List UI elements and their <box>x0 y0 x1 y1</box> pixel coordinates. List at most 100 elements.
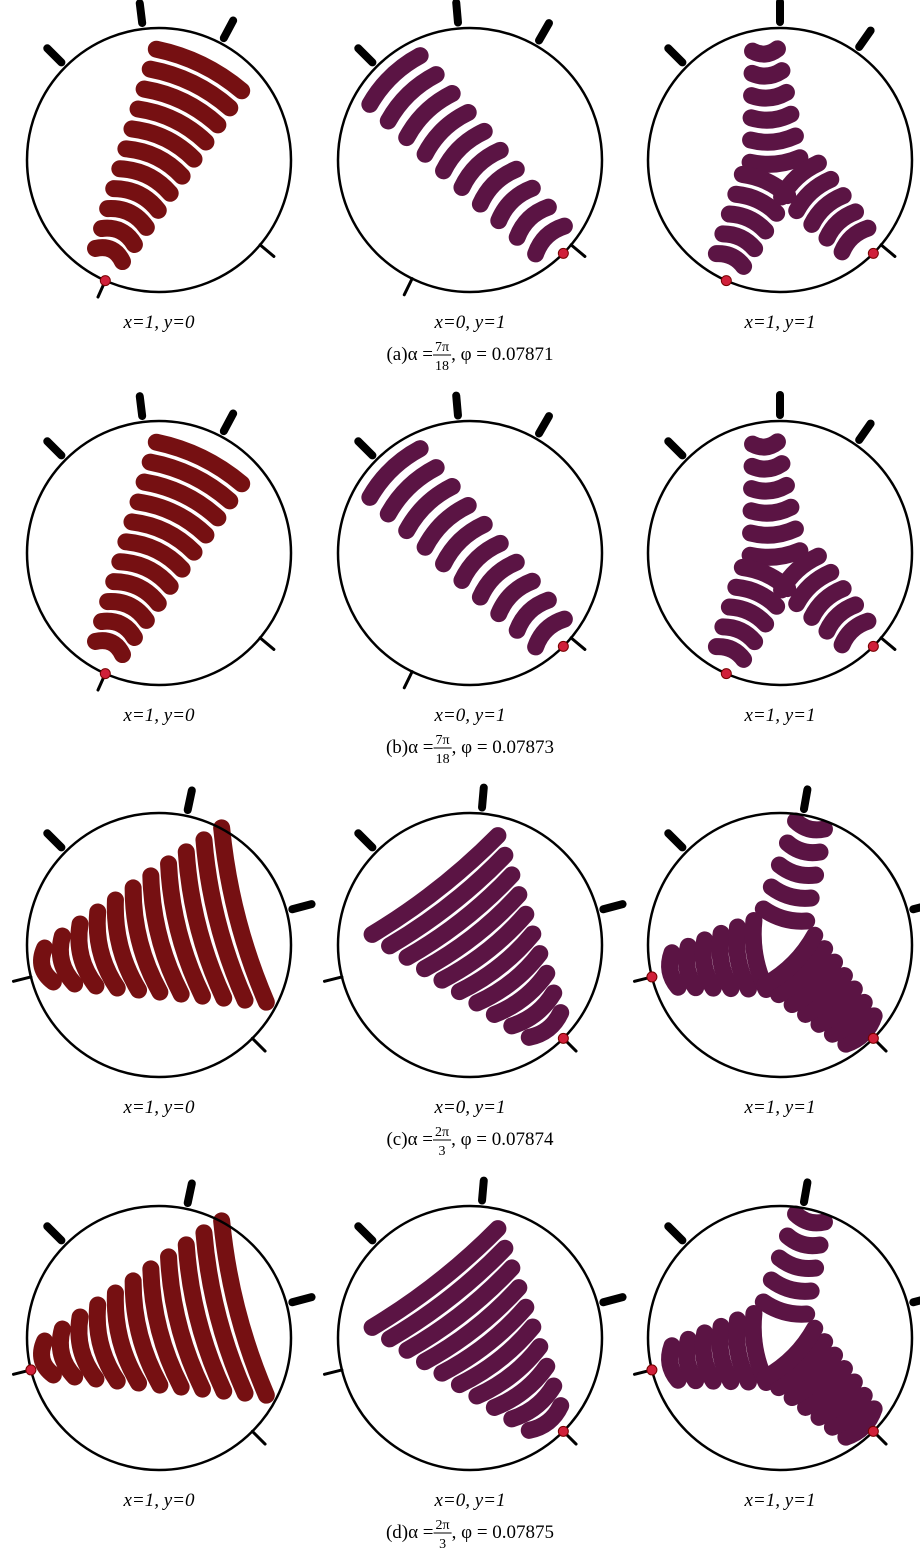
pattern-blob <box>773 547 827 599</box>
pattern-blob <box>33 1332 62 1384</box>
boundary-marker <box>219 409 238 436</box>
source-dot <box>646 1364 658 1376</box>
source-dot <box>99 275 111 287</box>
pattern-blob <box>93 219 143 253</box>
pattern-blob <box>485 1357 556 1416</box>
pattern-blob <box>743 62 791 85</box>
pattern-blob <box>810 980 863 1033</box>
pattern-blob <box>398 866 521 966</box>
pattern-blob <box>773 154 827 206</box>
domain-circle <box>25 811 293 1079</box>
domain-circle <box>646 419 914 687</box>
caption: (a)α = 7π 18, φ = 0.07871 <box>386 340 553 374</box>
pattern-blob <box>770 1333 834 1397</box>
pattern-blob <box>485 964 556 1023</box>
pattern-blob <box>195 1224 254 1402</box>
pattern-blob <box>728 1311 757 1391</box>
boundary-marker <box>354 1222 377 1245</box>
domain-circle <box>646 811 914 1079</box>
pattern-blob <box>135 80 227 134</box>
pattern-blob <box>450 1318 542 1394</box>
subplot <box>336 391 604 690</box>
pattern-blob <box>88 903 126 997</box>
boundary-marker <box>258 636 276 651</box>
subplot <box>322 783 627 1079</box>
pattern-blob <box>823 993 873 1043</box>
source-dot <box>557 247 569 259</box>
pattern-blob <box>741 149 809 173</box>
subplot <box>336 0 604 297</box>
pattern-blob <box>381 1239 514 1348</box>
pattern-blob <box>135 473 227 527</box>
boundary-marker <box>879 243 897 258</box>
pattern-blob <box>797 1360 853 1416</box>
caption: (b)α = 7π 18, φ = 0.07873 <box>386 733 554 767</box>
panel-label: x=0, y=1 <box>433 1490 505 1511</box>
source-dot <box>25 1364 37 1376</box>
pattern-blob <box>195 831 254 1009</box>
domain-circle <box>25 419 293 687</box>
pattern-blob <box>363 1220 507 1336</box>
pattern-blob <box>694 1324 722 1390</box>
boundary-marker <box>664 829 687 852</box>
boundary-marker <box>354 437 377 460</box>
boundary-marker <box>909 903 920 914</box>
boundary-marker <box>599 1293 627 1307</box>
pattern-blob <box>742 105 800 129</box>
pattern-blob <box>742 520 804 544</box>
pattern-blob <box>105 573 167 612</box>
pattern-blob <box>711 1317 740 1391</box>
caption-prefix: (a)α = <box>386 344 433 365</box>
domain-circle <box>336 419 604 687</box>
pattern-blob <box>142 867 190 1003</box>
pattern-blob <box>762 878 820 907</box>
pattern-blob <box>756 926 824 994</box>
pattern-blob <box>213 819 275 1011</box>
pattern-blob <box>141 60 239 117</box>
subplot <box>25 0 293 299</box>
pattern-blob <box>677 1330 705 1390</box>
domain-circle <box>336 1204 604 1472</box>
pattern-blob <box>818 203 865 247</box>
boundary-marker <box>799 1178 812 1207</box>
boundary-marker <box>322 975 344 983</box>
pattern-blob <box>415 886 528 978</box>
pattern-blob <box>770 1249 825 1277</box>
domain-circle <box>646 26 914 294</box>
pattern-blob <box>33 939 62 991</box>
boundary-marker <box>322 1368 344 1376</box>
pattern-blob <box>720 205 775 240</box>
pattern-blob <box>379 459 445 523</box>
pattern-blob <box>788 170 840 220</box>
boundary-marker <box>664 437 687 460</box>
pattern-blob <box>361 440 429 506</box>
source-dot <box>557 1032 569 1044</box>
pattern-blob <box>837 1007 883 1053</box>
boundary-marker <box>43 829 66 852</box>
subplot <box>632 785 920 1079</box>
pattern-blob <box>433 905 535 989</box>
panel-label: x=1, y=1 <box>743 1490 815 1511</box>
boundary-marker <box>43 437 66 460</box>
pattern-blob <box>728 918 757 998</box>
pattern-blob <box>398 85 461 147</box>
source-dot <box>720 668 732 680</box>
boundary-marker <box>183 1179 196 1208</box>
pattern-blob <box>707 245 753 275</box>
pattern-blob <box>677 937 705 997</box>
boundary-marker <box>664 1222 687 1245</box>
boundary-marker <box>664 44 687 67</box>
pattern-blob <box>803 580 852 626</box>
pattern-blob <box>416 103 477 163</box>
source-dot <box>867 1425 879 1437</box>
pattern-blob <box>694 931 722 997</box>
boundary-marker <box>569 243 587 258</box>
pattern-blob <box>823 1386 873 1436</box>
pattern-blob <box>123 513 203 561</box>
source-dot <box>99 668 111 680</box>
subplot <box>646 0 914 294</box>
caption-fraction-num: 7π <box>436 733 450 748</box>
pattern-blob <box>468 945 549 1012</box>
pattern-blob <box>129 100 215 151</box>
pattern-blob <box>177 843 233 1007</box>
